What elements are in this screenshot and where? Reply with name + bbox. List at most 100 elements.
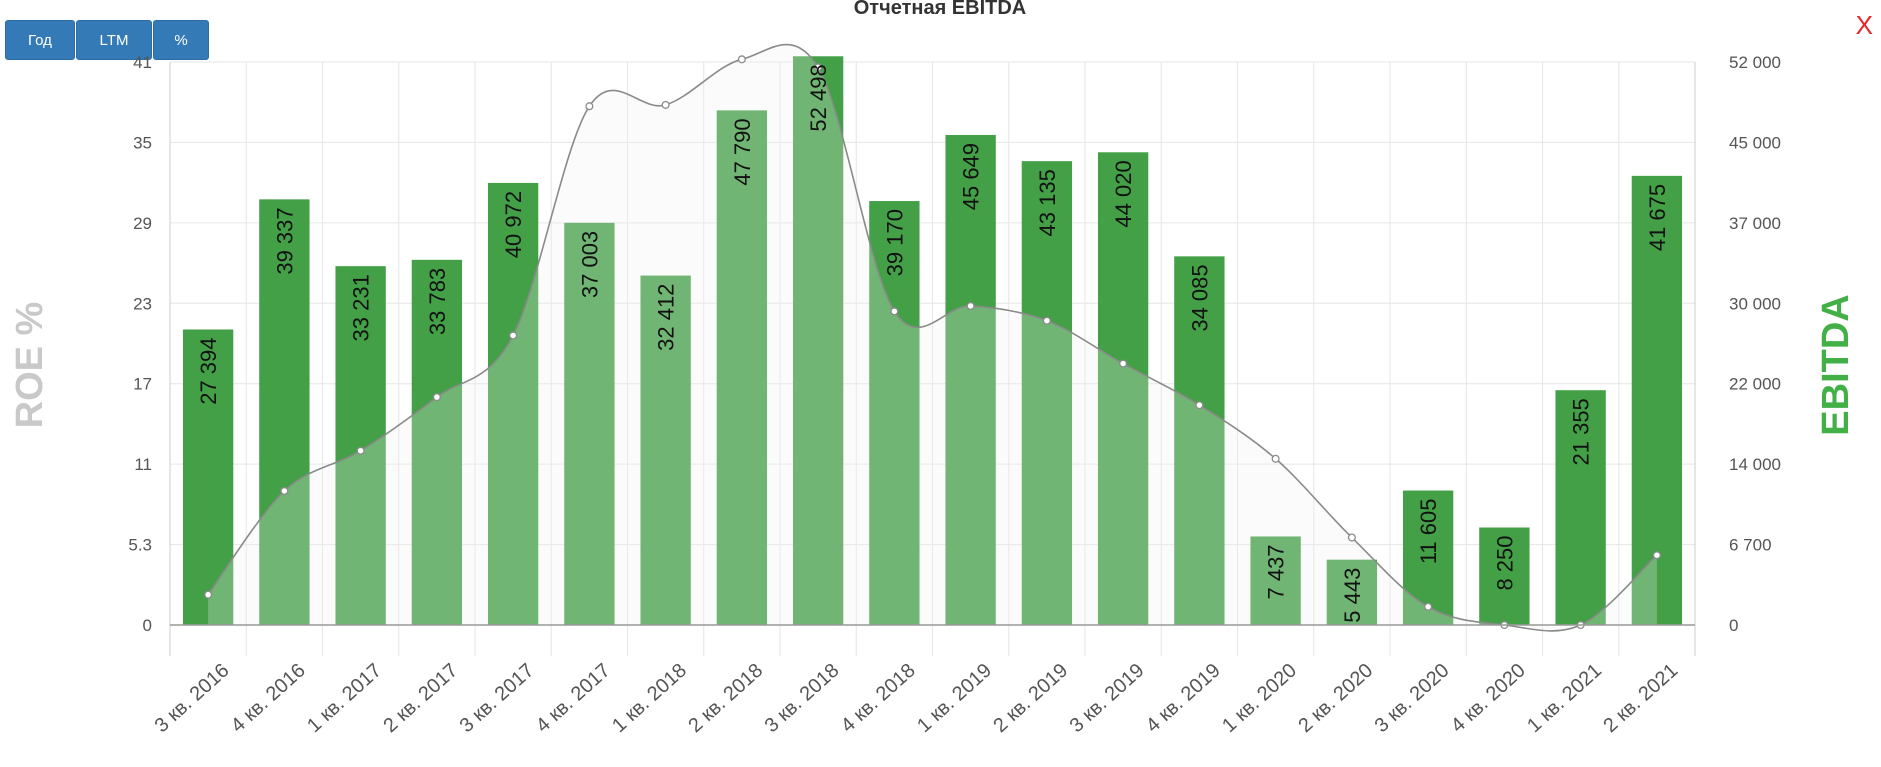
category-label: 4 кв. 2019: [1142, 659, 1225, 737]
right-tick-label: 45 000: [1729, 133, 1781, 152]
bar-value-label: 21 355: [1569, 398, 1594, 465]
roe-point[interactable]: [1195, 401, 1204, 410]
roe-point[interactable]: [509, 331, 518, 340]
ebitda-bar[interactable]: [640, 275, 691, 625]
bar-value-label: 34 085: [1187, 264, 1212, 331]
left-tick-label: 11: [134, 455, 152, 474]
left-tick-label: 29: [133, 214, 152, 233]
ebitda-bar[interactable]: [182, 329, 234, 625]
category-label: 4 кв. 2017: [532, 659, 615, 737]
bars: [182, 56, 1683, 626]
roe-area: [204, 43, 1661, 632]
roe-point[interactable]: [356, 446, 365, 455]
category-label: 1 кв. 2019: [913, 659, 996, 737]
category-label: 2 кв. 2017: [379, 659, 462, 737]
bar-value-label: 47 790: [730, 118, 755, 185]
right-axis-title: EBITDA: [1815, 294, 1857, 435]
ebitda-bar[interactable]: [1631, 175, 1683, 625]
right-tick-label: 22 000: [1729, 375, 1781, 394]
roe-point[interactable]: [890, 307, 899, 316]
category-label: 3 кв. 2017: [456, 659, 539, 737]
ebitda-bar[interactable]: [487, 182, 539, 625]
ebitda-bar[interactable]: [1097, 152, 1149, 625]
roe-point[interactable]: [1271, 454, 1280, 463]
left-axis-title: ROE %: [9, 302, 51, 429]
category-label: 1 кв. 2017: [303, 659, 386, 737]
ebitda-bar[interactable]: [945, 134, 996, 626]
ebitda-bar[interactable]: [1479, 527, 1530, 625]
right-tick-label: 37 000: [1729, 214, 1781, 233]
category-label: 1 кв. 2018: [608, 659, 691, 737]
percent-button[interactable]: %: [153, 20, 209, 60]
bar-value-label: 52 498: [806, 64, 831, 131]
close-icon[interactable]: X: [1855, 10, 1873, 40]
ebitda-bar[interactable]: [564, 222, 615, 626]
bar-value-label: 39 170: [882, 209, 907, 276]
left-tick-label: 5.3: [128, 536, 152, 555]
bar-value-label: 33 783: [425, 268, 450, 335]
ebitda-bar[interactable]: [1174, 256, 1225, 625]
bar-value-label: 32 412: [654, 284, 679, 351]
right-tick-label: 6 700: [1729, 536, 1772, 555]
ebitda-bar[interactable]: [411, 259, 463, 625]
ebitda-bar[interactable]: [1555, 390, 1606, 625]
category-label: 3 кв. 2019: [1066, 659, 1149, 737]
bar-value-label: 41 675: [1645, 184, 1670, 251]
year-button[interactable]: Год: [5, 20, 75, 60]
bar-value-label: 44 020: [1111, 160, 1136, 227]
roe-point[interactable]: [204, 590, 213, 599]
roe-point[interactable]: [814, 63, 823, 72]
roe-point[interactable]: [966, 301, 975, 311]
roe-line: [207, 43, 1658, 632]
ebitda-bar[interactable]: [1326, 559, 1378, 625]
roe-point[interactable]: [1119, 359, 1128, 368]
ebitda-bar[interactable]: [792, 56, 844, 626]
bar-labels: 27 394 39 337 33 231 33 783 40 972 37 003 32 4…: [196, 64, 1670, 622]
ltm-button[interactable]: LTM: [76, 20, 152, 60]
ebitda-bar[interactable]: [335, 266, 386, 625]
category-label: 3 кв. 2018: [761, 659, 844, 737]
roe-area-fill: [208, 44, 1657, 631]
roe-point[interactable]: [1042, 316, 1051, 325]
ebitda-bar[interactable]: [259, 199, 310, 626]
roe-point[interactable]: [432, 393, 441, 402]
bar-value-label: 45 649: [959, 143, 984, 210]
bar-value-label: 33 231: [349, 274, 374, 341]
category-label: 4 кв. 2020: [1447, 659, 1530, 737]
ebitda-bar[interactable]: [1402, 490, 1454, 625]
right-tick-label: 30 000: [1729, 294, 1781, 313]
right-tick-label: 52 000: [1729, 53, 1781, 72]
bar-value-label: 37 003: [577, 231, 602, 298]
category-label: 2 кв. 2018: [684, 659, 767, 737]
ebitda-bar[interactable]: [1250, 536, 1301, 625]
right-tick-label: 0: [1729, 616, 1738, 635]
left-tick-label: 17: [133, 375, 152, 394]
category-label: 1 кв. 2020: [1218, 659, 1301, 737]
category-label: 4 кв. 2016: [227, 659, 310, 737]
roe-point[interactable]: [585, 102, 594, 111]
category-label: 3 кв. 2020: [1371, 659, 1454, 737]
bar-value-label: 40 972: [501, 191, 526, 258]
roe-point[interactable]: [737, 55, 746, 64]
category-label: 4 кв. 2018: [837, 659, 920, 737]
bar-value-label: 39 337: [272, 207, 297, 274]
period-toggle-group: Год LTM %: [5, 20, 209, 60]
bar-value-label: 27 394: [196, 337, 221, 404]
bar-value-label: 8 250: [1492, 535, 1517, 590]
left-tick-label: 41: [133, 53, 152, 72]
ebitda-bar[interactable]: [716, 110, 768, 625]
roe-point[interactable]: [280, 486, 289, 496]
category-label: 1 кв. 2021: [1523, 659, 1606, 737]
left-tick-label: 35: [133, 133, 152, 152]
ebitda-bar[interactable]: [1021, 161, 1073, 626]
bar-value-label: 43 135: [1035, 169, 1060, 236]
roe-point[interactable]: [661, 100, 670, 109]
roe-point[interactable]: [1347, 533, 1356, 542]
category-label: 2 кв. 2020: [1294, 659, 1377, 737]
right-tick-label: 14 000: [1729, 455, 1781, 474]
roe-point[interactable]: [1652, 551, 1661, 560]
bar-value-label: 5 443: [1340, 568, 1365, 623]
roe-point[interactable]: [1424, 602, 1433, 611]
category-label: 2 кв. 2019: [989, 659, 1072, 737]
